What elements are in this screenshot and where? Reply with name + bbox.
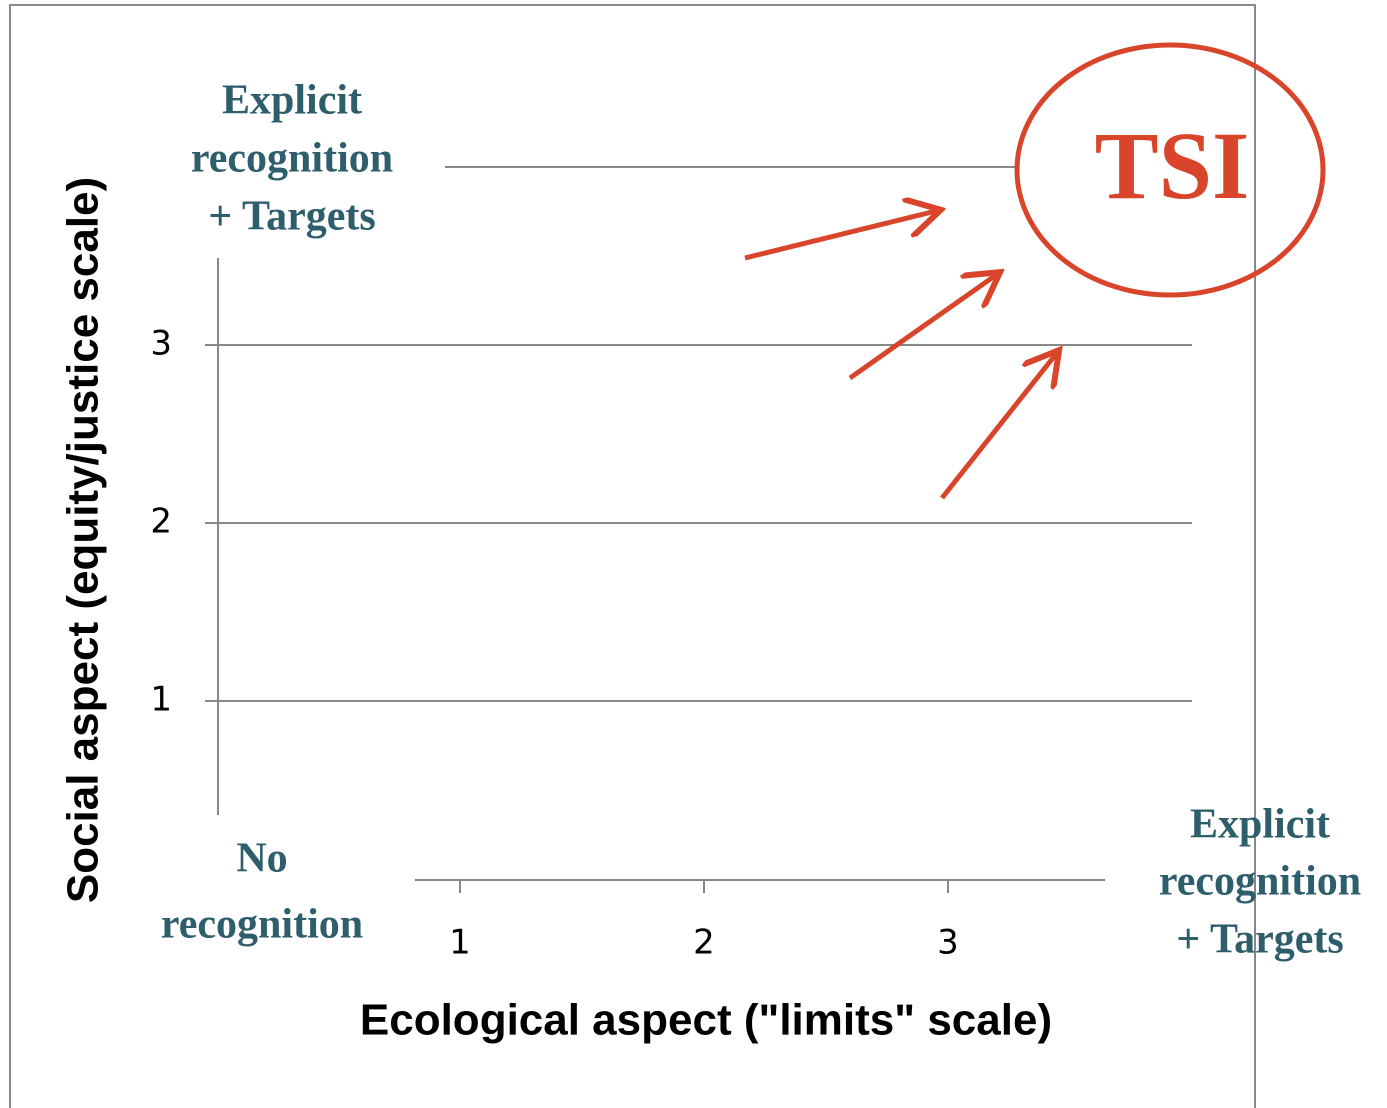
annotation: recognition	[191, 136, 393, 182]
arrow	[848, 275, 996, 381]
y-tick-label: 1	[150, 680, 172, 720]
annotation: + Targets	[208, 194, 375, 240]
target-label: TSI	[1095, 112, 1250, 219]
target-circle	[1014, 42, 1326, 298]
annotation: Explicit	[1190, 802, 1330, 848]
annotation: No	[236, 836, 287, 882]
x-axis-label: Ecological aspect ("limits" scale)	[360, 996, 1052, 1045]
frame	[9, 4, 1256, 1108]
x-tick-label: 3	[937, 923, 959, 963]
annotation: recognition	[1159, 859, 1361, 905]
y-axis-label: Social aspect (equity/justice scale)	[59, 177, 108, 903]
annotation: + Targets	[1176, 917, 1343, 963]
arrow	[744, 211, 936, 261]
x-tick-label: 1	[449, 923, 471, 963]
y-tick-label: 2	[150, 502, 172, 542]
x-tick-label: 2	[693, 923, 715, 963]
y-tick-label: 3	[150, 324, 172, 364]
arrow	[940, 354, 1056, 500]
annotation: recognition	[161, 902, 363, 948]
annotation: Explicit	[222, 78, 362, 124]
